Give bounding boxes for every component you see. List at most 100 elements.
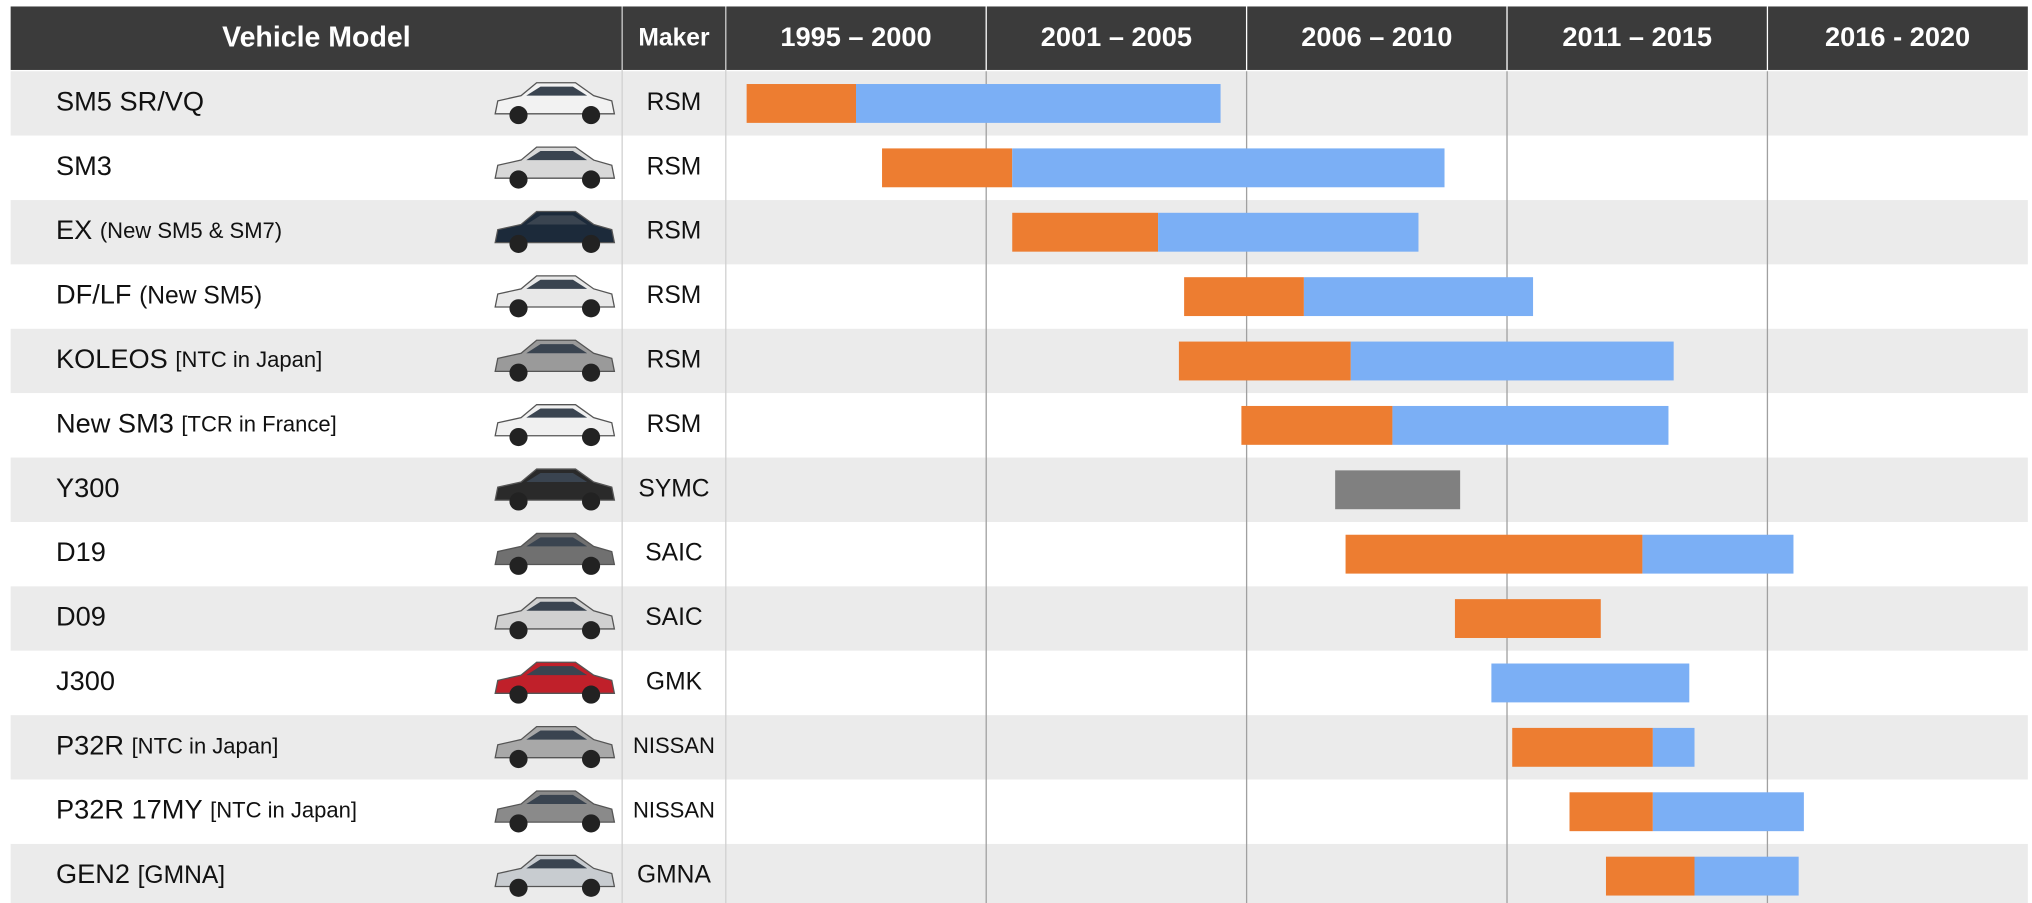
- car-wheel: [582, 235, 600, 253]
- row-background: [11, 458, 2028, 522]
- timeline-bar: [1346, 535, 1643, 574]
- model-label: New SM3: [56, 408, 174, 439]
- maker: SYMC: [638, 475, 709, 502]
- car-wheel: [582, 170, 600, 188]
- timeline-bar: [1179, 342, 1351, 381]
- car-wheel: [509, 686, 527, 704]
- car-wheel: [582, 299, 600, 317]
- car-wheel: [582, 492, 600, 510]
- timeline-bar: [1642, 535, 1793, 574]
- timeline-bar: [1304, 277, 1533, 316]
- car-wheel: [509, 428, 527, 446]
- timeline-bar: [1695, 857, 1799, 896]
- timeline-bar: [1653, 792, 1804, 831]
- model-label: DF/LF: [56, 279, 132, 310]
- car-wheel: [582, 557, 600, 575]
- model-name: SM3: [56, 150, 112, 181]
- model-label: P32R: [56, 730, 124, 761]
- timeline-bar: [1241, 406, 1392, 445]
- model-label: Y300: [56, 472, 119, 503]
- model-label: SM5 SR/VQ: [56, 86, 204, 117]
- model-name: Y300: [56, 472, 119, 503]
- car-wheel: [509, 170, 527, 188]
- timeline-chart: Vehicle Model Maker 1995 – 20002001 – 20…: [0, 0, 2032, 903]
- car-wheel: [509, 750, 527, 768]
- timeline-bar: [882, 148, 1012, 187]
- car-wheel: [582, 686, 600, 704]
- timeline-bar: [1351, 342, 1674, 381]
- timeline-bar: [1512, 728, 1653, 767]
- period-header: 2001 – 2005: [1041, 21, 1192, 52]
- maker: GMK: [646, 668, 703, 695]
- car-wheel: [582, 106, 600, 124]
- row-background: [11, 651, 2028, 715]
- model-name: P32R 17MY [NTC in Japan]: [56, 794, 357, 825]
- page: {"chart_data": {"type": "timeline", "hea…: [0, 0, 2032, 903]
- timeline-bar: [856, 84, 1221, 123]
- row-background: [11, 586, 2028, 650]
- model-name: D09: [56, 601, 106, 632]
- timeline-bar: [1158, 213, 1418, 252]
- model-name: KOLEOS [NTC in Japan]: [56, 343, 322, 374]
- timeline-bar: [1653, 728, 1695, 767]
- row-backgrounds: [11, 71, 2028, 903]
- period-header: 2016 - 2020: [1825, 21, 1970, 52]
- model-name: SM5 SR/VQ: [56, 86, 204, 117]
- car-wheel: [582, 814, 600, 832]
- header-model: Vehicle Model: [222, 21, 410, 53]
- model-label: D09: [56, 601, 106, 632]
- car-wheel: [582, 364, 600, 382]
- timeline-bar: [1491, 664, 1689, 703]
- car-wheel: [582, 750, 600, 768]
- car-wheel: [582, 879, 600, 897]
- model-note: [NTC in Japan]: [210, 798, 357, 823]
- car-wheel: [509, 621, 527, 639]
- maker: NISSAN: [633, 798, 715, 823]
- maker: RSM: [647, 411, 702, 438]
- model-label: SM3: [56, 150, 112, 181]
- model-note: (New SM5): [139, 282, 262, 309]
- model-name: DF/LF (New SM5): [56, 279, 262, 310]
- row-background: [11, 715, 2028, 779]
- model-name: P32R [NTC in Japan]: [56, 730, 278, 761]
- maker: SAIC: [645, 540, 702, 567]
- car-wheel: [509, 106, 527, 124]
- model-name: J300: [56, 665, 115, 696]
- model-note: [GMNA]: [138, 862, 226, 889]
- model-note: [NTC in Japan]: [132, 733, 279, 758]
- timeline-bar: [1012, 148, 1444, 187]
- row-background: [11, 264, 2028, 328]
- timeline-bar: [1606, 857, 1695, 896]
- timeline-bar: [1184, 277, 1304, 316]
- period-header: 1995 – 2000: [780, 21, 931, 52]
- car-wheel: [582, 428, 600, 446]
- car-wheel: [509, 814, 527, 832]
- timeline-bar: [747, 84, 856, 123]
- car-wheel: [509, 364, 527, 382]
- model-name: New SM3 [TCR in France]: [56, 408, 337, 439]
- maker: RSM: [647, 89, 702, 116]
- maker: RSM: [647, 347, 702, 374]
- car-wheel: [509, 492, 527, 510]
- maker: RSM: [647, 153, 702, 180]
- car-wheel: [509, 879, 527, 897]
- timeline-bar: [1012, 213, 1158, 252]
- car-wheel: [582, 621, 600, 639]
- car-wheel: [509, 235, 527, 253]
- period-header: 2006 – 2010: [1301, 21, 1452, 52]
- maker: GMNA: [637, 862, 711, 889]
- model-name: EX (New SM5 & SM7): [56, 214, 282, 245]
- maker: RSM: [647, 218, 702, 245]
- model-name: GEN2 [GMNA]: [56, 858, 225, 889]
- maker: RSM: [647, 282, 702, 309]
- model-label: EX: [56, 214, 92, 245]
- maker: NISSAN: [633, 733, 715, 758]
- model-note: [NTC in Japan]: [175, 347, 322, 372]
- model-label: GEN2: [56, 858, 130, 889]
- model-note: [TCR in France]: [181, 411, 336, 436]
- model-label: P32R 17MY: [56, 794, 203, 825]
- timeline-bar: [1455, 599, 1601, 638]
- maker: SAIC: [645, 604, 702, 631]
- timeline-bar: [1335, 470, 1460, 509]
- model-note: (New SM5 & SM7): [100, 218, 282, 243]
